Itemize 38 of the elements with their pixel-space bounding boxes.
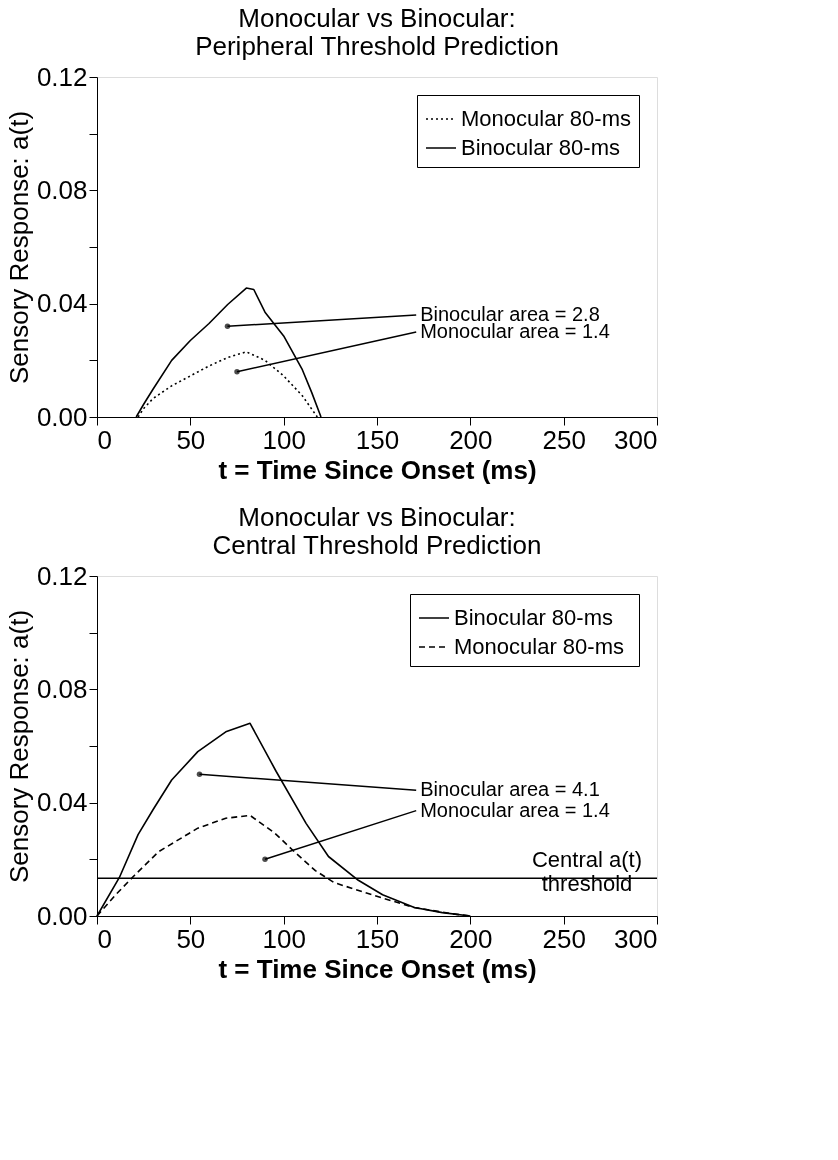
annotation: Monocular area = 1.4 bbox=[420, 320, 610, 342]
x-axis-title: t = Time Since Onset (ms) bbox=[218, 953, 537, 984]
text: Monocular vs Binocular: bbox=[238, 3, 516, 33]
y-tick-label: 0.04 bbox=[36, 288, 88, 319]
y-axis-title: Sensory Response: a(t) bbox=[3, 609, 34, 884]
legend-label: Monocular 80-ms bbox=[454, 634, 624, 659]
x-tick-label: 150 bbox=[355, 923, 400, 954]
ref-line-label: Central a(t) threshold bbox=[531, 847, 643, 897]
y-tick-label: 0.08 bbox=[36, 174, 88, 205]
x-tick-label: 200 bbox=[449, 424, 493, 455]
x-tick-label: 0 bbox=[97, 923, 112, 954]
x-axis-title: t = Time Since Onset (ms) bbox=[218, 454, 537, 485]
y-tick-label: 0.12 bbox=[36, 61, 88, 92]
x-tick-label: 0 bbox=[97, 424, 112, 455]
annotation: Binocular area = 4.1 bbox=[420, 778, 600, 801]
x-tick-label: 50 bbox=[176, 923, 206, 954]
text: Peripheral Threshold Prediction bbox=[195, 31, 559, 61]
text: Monocular vs Binocular: bbox=[238, 502, 516, 532]
y-tick-label: 0.00 bbox=[36, 900, 88, 931]
y-tick-label: 0.12 bbox=[36, 560, 88, 591]
legend-label: Monocular 80-ms bbox=[461, 106, 631, 131]
annotation: Monocular area = 1.4 bbox=[420, 798, 610, 821]
x-tick-label: 100 bbox=[262, 923, 306, 954]
x-tick-label: 250 bbox=[542, 424, 586, 455]
x-tick-label: 300 bbox=[614, 424, 658, 455]
y-tick-label: 0.04 bbox=[36, 787, 88, 818]
x-tick-label: 300 bbox=[614, 923, 658, 954]
legend-label: Binocular 80-ms bbox=[461, 135, 620, 160]
x-tick-label: 100 bbox=[262, 424, 306, 455]
x-tick-label: 200 bbox=[449, 923, 493, 954]
legend-label: Binocular 80-ms bbox=[454, 605, 613, 630]
y-tick-label: 0.08 bbox=[36, 673, 88, 704]
text: Central Threshold Prediction bbox=[212, 530, 542, 560]
x-tick-label: 150 bbox=[355, 424, 400, 455]
y-tick-label: 0.00 bbox=[36, 401, 88, 432]
x-tick-label: 250 bbox=[542, 923, 586, 954]
y-axis-title: Sensory Response: a(t) bbox=[3, 110, 34, 385]
x-tick-label: 50 bbox=[176, 424, 206, 455]
